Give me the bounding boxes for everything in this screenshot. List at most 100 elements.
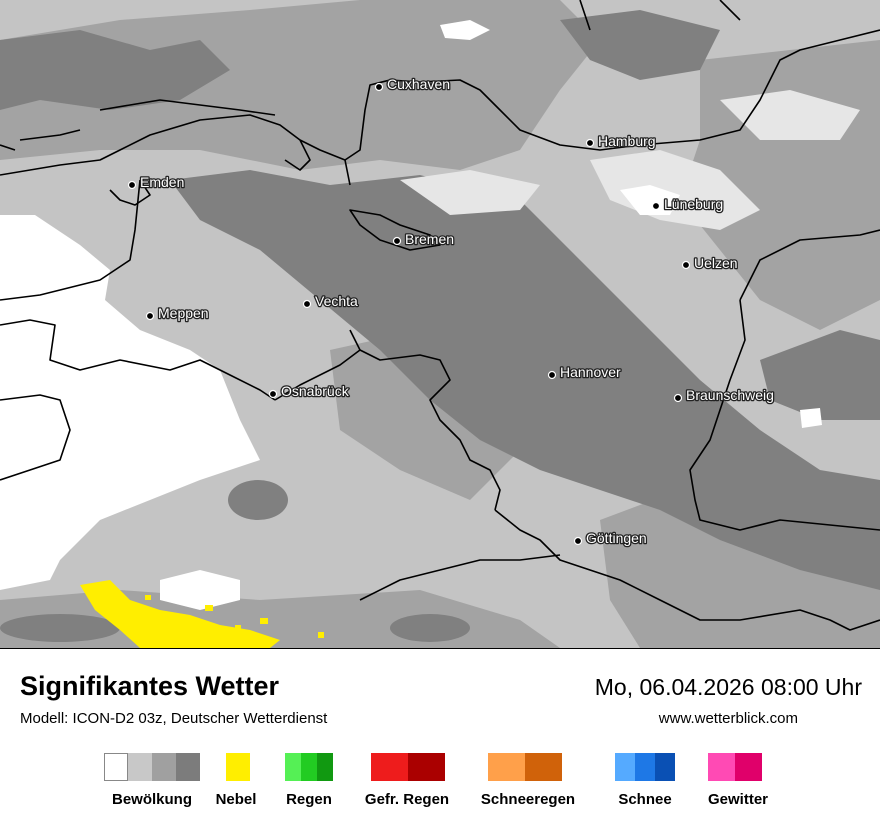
city-meppen: Meppen Meppen (145, 304, 210, 322)
legend-swatches (615, 753, 675, 781)
legend-label: Gefr. Regen (364, 791, 450, 808)
legend-swatch (301, 753, 317, 781)
legend-swatch (708, 753, 735, 781)
legend-swatch (152, 753, 176, 781)
map-canvas: Cuxhaven Cuxhaven Hamburg Hamburg Emden … (0, 0, 880, 648)
city-label: Osnabrück (281, 383, 350, 399)
city-dot (127, 180, 137, 190)
city-label-shadow: Braunschweig (686, 387, 774, 403)
legend-swatch (176, 753, 200, 781)
city-dot (573, 536, 583, 546)
legend-swatch (226, 753, 250, 781)
legend-swatch (655, 753, 675, 781)
legend-swatch (735, 753, 762, 781)
city-dot (585, 138, 595, 148)
weather-map: Cuxhaven Cuxhaven Hamburg Hamburg Emden … (0, 0, 880, 649)
legend-freezing-rain: Gefr. Regen (365, 753, 449, 808)
map-footer: Signifikantes Wetter Modell: ICON-D2 03z… (0, 649, 880, 830)
legend-swatch (317, 753, 333, 781)
cloud-dark (0, 10, 880, 642)
city-lueneburg: Lüneburg Lüneburg (651, 195, 724, 213)
city-dot (374, 82, 384, 92)
city-label-shadow: Göttingen (586, 530, 647, 546)
city-dot (651, 201, 661, 211)
city-bremen: Bremen Bremen (392, 230, 455, 248)
city-dot (673, 393, 683, 403)
city-emden: Emden Emden (127, 173, 186, 191)
city-cuxhaven: Cuxhaven Cuxhaven (374, 75, 451, 93)
city-braunschweig: Braunschweig Braunschweig (673, 386, 775, 404)
legend-swatch (488, 753, 525, 781)
legend-swatch (525, 753, 562, 781)
city-label-shadow: Meppen (158, 305, 209, 321)
legend-label: Bewölkung (111, 791, 193, 808)
city-osnabrueck: Osnabrück Osnabrück (268, 382, 351, 400)
legend-sleet: Schneeregen (481, 753, 575, 808)
forecast-datetime: Mo, 06.04.2026 08:00 Uhr (594, 674, 862, 700)
city-label: Uelzen (694, 255, 738, 271)
city-dot (392, 236, 402, 246)
city-dot (268, 389, 278, 399)
city-label-shadow: Emden (140, 174, 184, 190)
legend-swatch (285, 753, 301, 781)
city-uelzen: Uelzen Uelzen (681, 254, 739, 272)
legend-cloud: Bewölkung (104, 753, 200, 808)
city-label: Hannover (560, 364, 621, 380)
legend-swatches (371, 753, 445, 781)
legend-label: Schneeregen (480, 791, 576, 808)
legend-fog: Nebel (216, 753, 256, 808)
city-label: Braunschweig (686, 387, 774, 403)
legend-label: Regen (286, 791, 332, 808)
model-info: Modell: ICON-D2 03z, Deutscher Wetterdie… (20, 710, 328, 727)
legend-swatches (708, 753, 762, 781)
legend-rain: Regen (285, 753, 333, 808)
city-goettingen: Göttingen Göttingen (573, 529, 648, 547)
legend-snow: Schnee (615, 753, 675, 808)
city-dot (681, 260, 691, 270)
legend-swatch (104, 753, 128, 781)
city-vechta: Vechta Vechta (302, 292, 359, 310)
legend-label: Schnee (618, 791, 672, 808)
legend-swatch (615, 753, 635, 781)
city-label: Meppen (158, 305, 209, 321)
legend-swatch (371, 753, 408, 781)
city-dot (302, 299, 312, 309)
city-label: Hamburg (598, 133, 656, 149)
legend-swatches (488, 753, 562, 781)
city-label: Lüneburg (664, 196, 723, 212)
legend-label: Nebel (215, 791, 257, 808)
city-label: Emden (140, 174, 184, 190)
page-title: Signifikantes Wetter (20, 671, 280, 701)
city-label-shadow: Cuxhaven (387, 76, 450, 92)
city-label-shadow: Bremen (405, 231, 454, 247)
legend-label: Gewitter (707, 791, 769, 808)
legend-swatches (104, 753, 200, 781)
legend-thunderstorm: Gewitter (708, 753, 768, 808)
website-link[interactable]: www.wetterblick.com (658, 710, 798, 727)
city-label-shadow: Hamburg (598, 133, 656, 149)
clear-sky (0, 20, 822, 610)
legend-swatches (285, 753, 333, 781)
city-label-shadow: Osnabrück (281, 383, 350, 399)
city-labels: Cuxhaven Cuxhaven Hamburg Hamburg Emden … (127, 75, 775, 547)
legend: Bewölkung Nebel Regen Gefr. Regen (0, 753, 880, 823)
city-hannover: Hannover Hannover (547, 363, 622, 381)
city-label-shadow: Vechta (315, 293, 358, 309)
legend-swatch (408, 753, 445, 781)
legend-swatches (226, 753, 250, 781)
coastlines-borders (0, 0, 880, 631)
city-label: Bremen (405, 231, 454, 247)
city-label-shadow: Lüneburg (664, 196, 723, 212)
city-hamburg: Hamburg Hamburg (585, 132, 657, 150)
city-dot (547, 370, 557, 380)
legend-swatch (128, 753, 152, 781)
fog-area (80, 580, 324, 648)
city-label: Cuxhaven (387, 76, 450, 92)
city-dot (145, 311, 155, 321)
cloud-light (400, 90, 860, 230)
city-label: Vechta (315, 293, 358, 309)
city-label-shadow: Uelzen (694, 255, 738, 271)
city-label-shadow: Hannover (560, 364, 621, 380)
city-label: Göttingen (586, 530, 647, 546)
legend-swatch (635, 753, 655, 781)
